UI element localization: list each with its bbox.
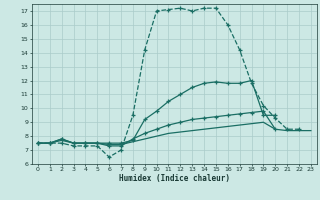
X-axis label: Humidex (Indice chaleur): Humidex (Indice chaleur) bbox=[119, 174, 230, 183]
